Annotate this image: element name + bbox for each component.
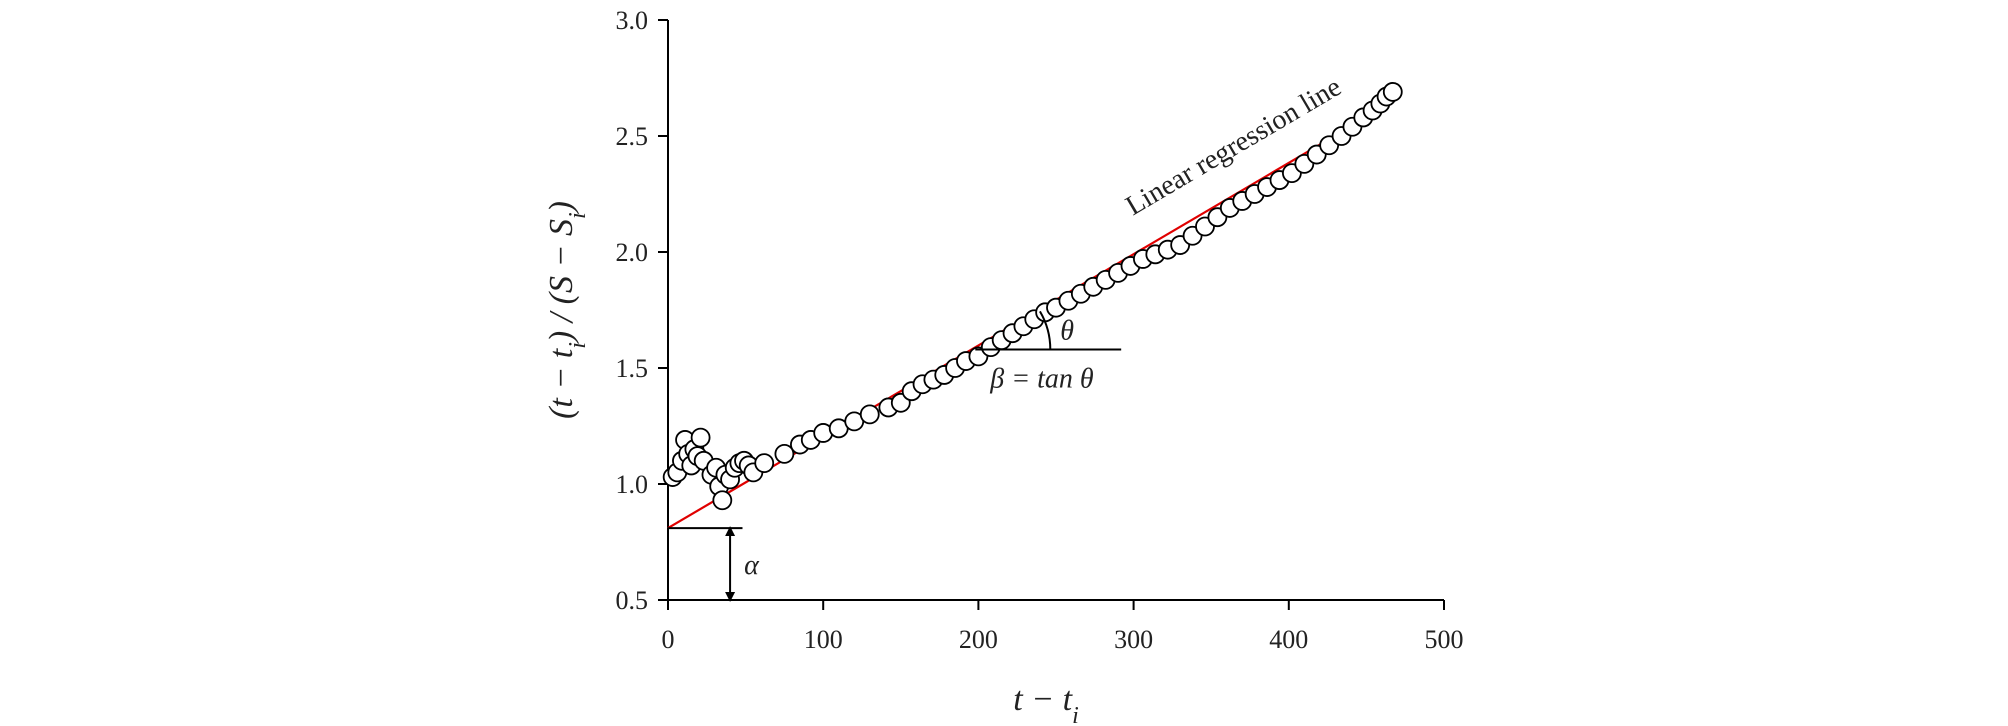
y-tick-label: 2.5 [616,122,649,151]
data-point [690,427,711,448]
y-tick-label: 2.0 [616,238,649,267]
theta-arc [1039,310,1052,350]
data-point [712,490,733,511]
x-tick-label: 100 [804,625,843,654]
data-points [662,82,1403,511]
alpha-label: α [744,550,760,581]
x-tick-label: 200 [959,625,998,654]
y-tick-label: 1.0 [616,470,649,499]
y-tick-label: 1.5 [616,354,649,383]
y-tick-label: 3.0 [616,6,649,35]
data-point [859,404,880,425]
x-axis-label: t − ti [1013,681,1079,726]
data-point [774,443,795,464]
axes [667,20,1444,601]
y-tick-label: 0.5 [616,586,649,615]
x-tick-label: 400 [1269,625,1308,654]
theta-label: θ [1060,315,1074,346]
data-point [1382,82,1403,102]
y-axis-label: (t − ti) / (S − Si) [543,201,591,419]
x-tick-label: 300 [1114,625,1153,654]
x-tick-label: 0 [662,625,675,654]
x-axis-ticks: 0 100 200 300 400 500 [662,600,1464,654]
x-tick-label: 500 [1425,625,1464,654]
beta-label: β = tan θ [989,363,1094,394]
y-axis-ticks: 0.5 1.0 1.5 2.0 2.5 3.0 [616,6,668,615]
data-point [754,453,775,474]
